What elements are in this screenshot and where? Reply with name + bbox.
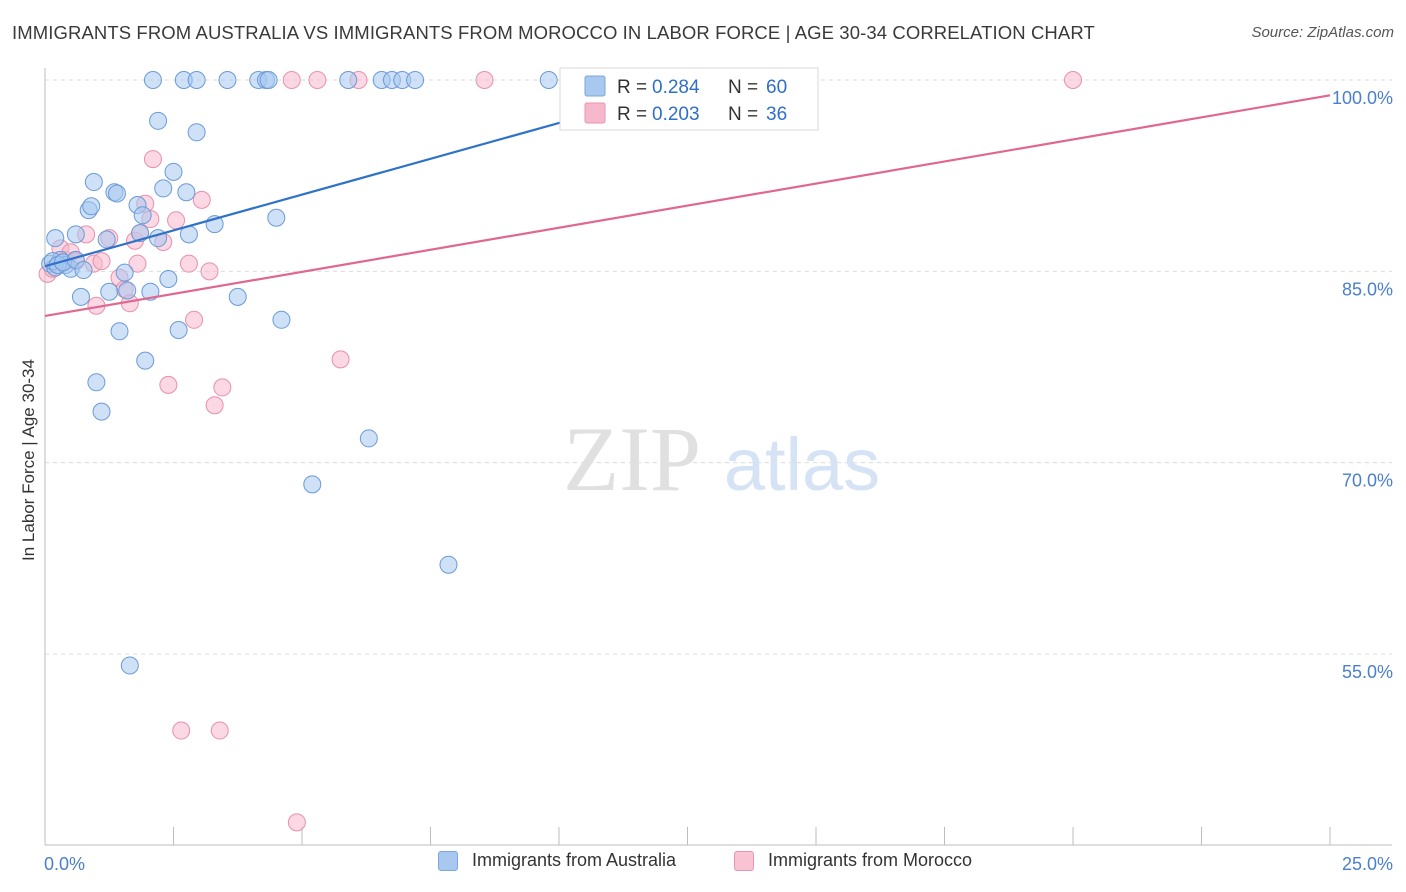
australia-point-31 [143, 71, 162, 89]
gridlines [45, 79, 1392, 655]
australia-point-12 [74, 261, 93, 280]
morocco-point-31 [282, 71, 301, 89]
australia-point-33 [149, 111, 168, 130]
y-tick-label-2: 70.0% [1342, 471, 1393, 491]
legend-r-value-australia: 0.284 [652, 77, 700, 98]
legend-swatch-morocco [584, 102, 606, 124]
morocco-point-33 [308, 71, 327, 89]
australia-point-51 [303, 475, 322, 494]
australia-point-41 [187, 71, 206, 89]
australia-point-57 [406, 71, 425, 89]
legend-r-value-morocco: 0.203 [652, 104, 700, 125]
watermark-atlas: atlas [724, 423, 880, 506]
morocco-point-19 [143, 150, 162, 169]
morocco-point-22 [167, 211, 186, 230]
morocco-point-15 [128, 254, 147, 273]
australia-point-16 [87, 373, 106, 392]
morocco-point-9 [92, 252, 111, 271]
australia-point-58 [439, 555, 458, 574]
series-legend: Immigrants from Australia Immigrants fro… [0, 850, 1406, 880]
tick-labels: 100.0% 85.0% 70.0% 55.0% 0.0% 25.0% [44, 88, 1393, 874]
legend-n-value-morocco: 36 [766, 104, 787, 125]
legend-swatch-morocco-bottom [734, 850, 754, 871]
y-tick-label-1: 85.0% [1342, 279, 1393, 299]
morocco-point-27 [200, 262, 219, 281]
australia-point-52 [339, 71, 358, 89]
legend-item-morocco[interactable]: Immigrants from Morocco [734, 850, 972, 871]
y-tick-label-3: 55.0% [1342, 662, 1393, 682]
australia-point-39 [177, 183, 196, 202]
australia-point-21 [107, 184, 126, 203]
morocco-point-23 [172, 721, 191, 740]
australia-point-19 [100, 282, 119, 301]
australia-points [41, 71, 558, 675]
morocco-point-24 [179, 254, 198, 273]
legend-n-value-australia: 60 [766, 77, 787, 98]
australia-point-29 [136, 351, 155, 370]
australia-point-27 [131, 224, 150, 243]
australia-point-24 [118, 281, 137, 300]
morocco-point-36 [475, 71, 494, 89]
australia-point-14 [82, 197, 101, 216]
australia-point-11 [71, 287, 90, 306]
morocco-point-32 [287, 813, 306, 832]
australia-point-37 [169, 321, 188, 340]
australia-point-28 [133, 206, 152, 225]
y-tick-label-0: 100.0% [1332, 88, 1393, 108]
australia-point-17 [92, 402, 111, 421]
morocco-point-21 [159, 375, 178, 394]
australia-point-42 [187, 123, 206, 142]
legend-item-australia[interactable]: Immigrants from Australia [438, 850, 676, 871]
morocco-point-25 [185, 310, 204, 329]
australia-point-53 [359, 429, 378, 448]
morocco-point-30 [213, 378, 232, 397]
correlation-legend: R = 0.284 N = 60 R = 0.203 N = 36 [559, 67, 819, 131]
australia-point-44 [218, 71, 237, 89]
australia-point-35 [159, 269, 178, 288]
x-tick-label-1: 25.0% [1342, 854, 1393, 874]
australia-point-48 [259, 71, 278, 89]
morocco-point-37 [1064, 71, 1082, 89]
legend-r-label-morocco: R = [617, 104, 647, 125]
australia-point-34 [154, 179, 173, 198]
source-label: Source: ZipAtlas.com [1251, 24, 1394, 41]
x-tick-label-0: 0.0% [44, 854, 85, 874]
australia-point-45 [228, 287, 247, 306]
chart-title: IMMIGRANTS FROM AUSTRALIA VS IMMIGRANTS … [12, 22, 1095, 43]
australia-point-50 [272, 310, 291, 329]
australia-point-23 [115, 263, 134, 282]
morocco-point-28 [205, 396, 224, 415]
morocco-point-29 [210, 721, 229, 740]
morocco-point-34 [331, 350, 350, 369]
legend-swatch-australia [584, 75, 606, 97]
legend-label-australia: Immigrants from Australia [472, 850, 677, 870]
morocco-trend-line [44, 94, 1331, 318]
morocco-point-26 [192, 190, 211, 209]
australia-point-36 [164, 162, 183, 181]
legend-n-label-australia: N = [728, 77, 758, 98]
australia-point-25 [120, 656, 139, 675]
australia-point-59 [539, 71, 558, 89]
legend-swatch-australia-bottom [438, 850, 458, 871]
legend-r-label-australia: R = [617, 77, 647, 98]
australia-point-9 [46, 229, 65, 248]
legend-n-label-morocco: N = [728, 104, 758, 125]
morocco-points [38, 71, 1082, 832]
australia-point-22 [110, 322, 129, 341]
watermark-zip: ZIP [563, 408, 701, 510]
australia-point-18 [97, 230, 116, 249]
axes [44, 68, 1392, 846]
australia-point-10 [66, 225, 85, 244]
legend-label-morocco: Immigrants from Morocco [768, 850, 973, 870]
australia-point-15 [84, 173, 103, 192]
australia-point-30 [141, 282, 160, 301]
australia-point-49 [267, 208, 286, 227]
